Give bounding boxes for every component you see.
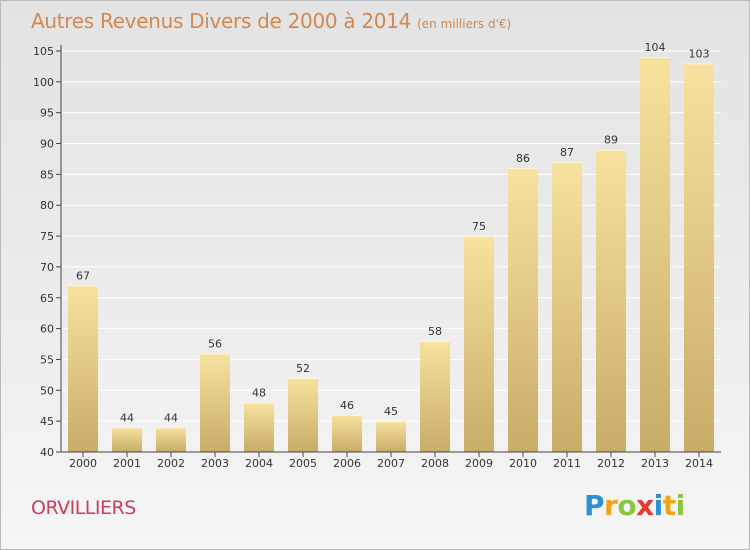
data-label: 87 [560,146,574,159]
bar [288,377,318,452]
data-label: 46 [340,399,354,412]
y-tick-label: 40 [40,446,54,459]
y-tick-label: 100 [33,76,54,89]
data-label: 52 [296,362,310,375]
chart-subtitle: (en milliers d'€) [417,17,512,31]
bar [112,427,142,452]
x-tick-label: 2012 [597,457,625,470]
x-tick-label: 2004 [245,457,273,470]
x-tick-label: 2014 [685,457,713,470]
brand-letter: x [636,489,654,522]
data-label: 89 [604,134,618,147]
bar [68,285,98,452]
data-label: 58 [428,325,442,338]
data-label: 48 [252,387,266,400]
x-tick-label: 2010 [509,457,537,470]
bar [332,414,362,452]
brand-logo: Proxiti [584,489,685,522]
bar [508,168,538,452]
bar [200,353,230,452]
bar [244,402,274,452]
data-label: 44 [164,411,178,424]
x-tick-label: 2005 [289,457,317,470]
bar [552,162,582,453]
data-label: 104 [645,41,666,54]
x-tick-label: 2000 [69,457,97,470]
y-tick-label: 60 [40,323,54,336]
data-label: 45 [384,405,398,418]
bar [376,421,406,452]
y-tick-label: 105 [33,45,54,58]
chart-title-text: Autres Revenus Divers de 2000 à 2014 [31,9,412,33]
y-tick-label: 80 [40,199,54,212]
bar [684,63,714,452]
data-label: 67 [76,269,90,282]
x-tick-label: 2008 [421,457,449,470]
data-label: 103 [689,47,710,60]
brand-letter: o [617,489,637,522]
x-tick-label: 2006 [333,457,361,470]
y-tick-label: 90 [40,138,54,151]
brand-letter: P [584,489,605,522]
x-tick-label: 2009 [465,457,493,470]
y-tick-label: 75 [40,230,54,243]
y-tick-label: 85 [40,168,54,181]
bar [596,149,626,452]
data-label: 56 [208,337,222,350]
y-tick-label: 50 [40,384,54,397]
x-tick-label: 2007 [377,457,405,470]
bar [640,57,670,453]
y-tick-label: 65 [40,292,54,305]
brand-letter: i [675,489,686,522]
bar [464,236,494,452]
bar [420,340,450,452]
y-tick-label: 95 [40,107,54,120]
y-tick-label: 70 [40,261,54,274]
x-tick-label: 2011 [553,457,581,470]
data-label: 75 [472,220,486,233]
y-tick-label: 55 [40,353,54,366]
x-tick-label: 2013 [641,457,669,470]
data-label: 44 [120,411,134,424]
brand-letter: i [653,489,664,522]
y-tick-label: 45 [40,415,54,428]
x-tick-label: 2001 [113,457,141,470]
brand-letter: t [662,489,676,522]
commune-name: ORVILLIERS [31,497,136,519]
x-tick-label: 2002 [157,457,185,470]
chart-title: Autres Revenus Divers de 2000 à 2014 (en … [31,9,511,33]
brand-letter: r [604,489,618,522]
x-tick-label: 2003 [201,457,229,470]
bar [156,427,186,452]
data-label: 86 [516,152,530,165]
